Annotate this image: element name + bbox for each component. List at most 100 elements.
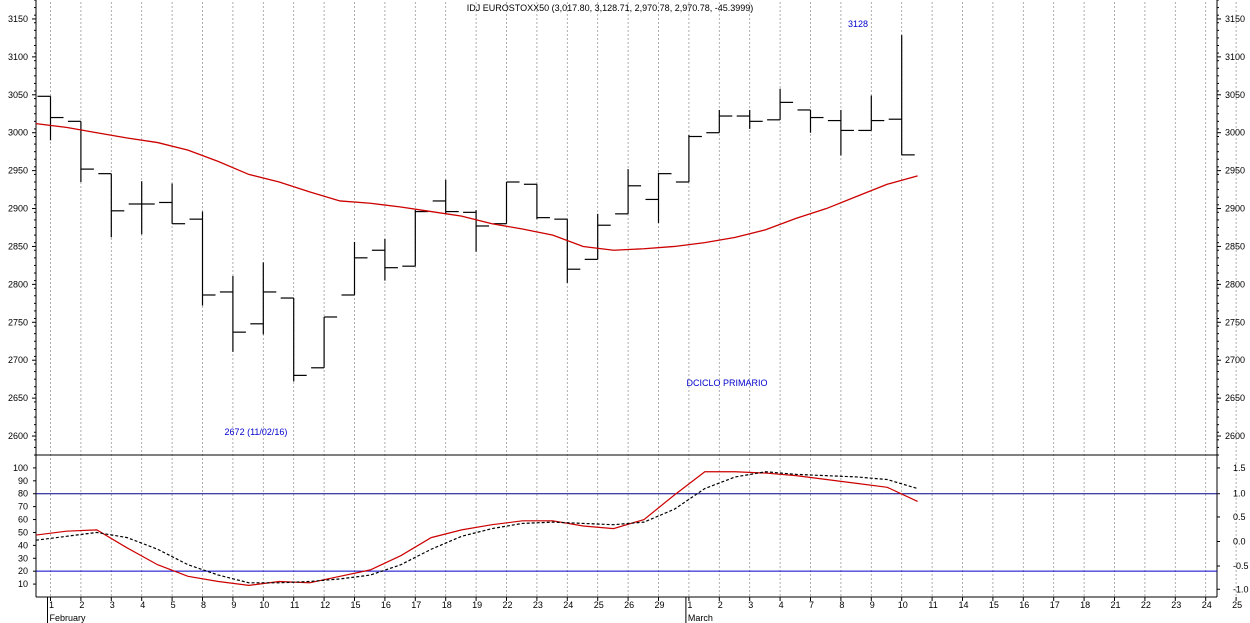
- price-bars: [37, 35, 915, 382]
- y-tick-label: 2950: [1225, 166, 1245, 176]
- x-tick-label: 5: [171, 600, 176, 610]
- x-tick-label: 19: [472, 600, 482, 610]
- y-tick-label: 30: [18, 553, 28, 563]
- annotation-high: 3128: [848, 19, 868, 29]
- x-tick-label: 29: [654, 600, 664, 610]
- x-tick-label: 8: [201, 600, 206, 610]
- x-tick-label: 3: [748, 600, 753, 610]
- x-tick-label: 2: [718, 600, 723, 610]
- oscillator-y-axis-left: 10 20 30 40 50 60 70 80 90 100: [13, 463, 36, 589]
- x-tick-label: 12: [320, 600, 330, 610]
- y-tick-label: -1.0: [1233, 584, 1249, 594]
- x-tick-label: 24: [563, 600, 573, 610]
- annotation-low: 2672 (11/02/16): [225, 427, 288, 437]
- y-tick-label: 3000: [1225, 128, 1245, 138]
- y-tick-label: 2900: [1225, 204, 1245, 214]
- ohlc-bar: [98, 173, 125, 238]
- ohlc-bar: [888, 35, 915, 156]
- annotation-cycle: DCICLO PRIMARIO: [686, 378, 767, 388]
- x-tick-label: 18: [1080, 600, 1090, 610]
- y-tick-label: 2700: [1225, 355, 1245, 365]
- oscillator-main-line: [35, 471, 918, 586]
- ohlc-bar: [584, 213, 611, 260]
- y-tick-label: 100: [13, 463, 28, 473]
- x-tick-label: 16: [381, 600, 391, 610]
- ohlc-bar: [219, 276, 246, 352]
- y-tick-label: 2800: [8, 279, 28, 289]
- x-tick-label: 22: [1141, 600, 1151, 610]
- y-tick-label: 2750: [1225, 317, 1245, 327]
- ohlc-bar: [645, 172, 672, 223]
- y-tick-label: 2900: [8, 204, 28, 214]
- x-tick-label: 23: [1171, 600, 1181, 610]
- x-tick-label: 25: [1232, 600, 1242, 610]
- x-tick-label: 2: [79, 600, 84, 610]
- y-tick-label: 0.5: [1233, 512, 1246, 522]
- y-tick-label: 80: [18, 489, 28, 499]
- ohlc-bar: [554, 218, 581, 283]
- y-tick-label: 2700: [8, 355, 28, 365]
- x-tick-label: 26: [624, 600, 634, 610]
- x-tick-label: 18: [442, 600, 452, 610]
- ohlc-bar: [615, 169, 642, 215]
- y-tick-label: 3050: [8, 90, 28, 100]
- moving-average-line: [35, 122, 918, 251]
- x-tick-label: 21: [1110, 600, 1120, 610]
- ohlc-bar: [128, 181, 155, 235]
- chart-title: IDJ EUROSTOXX50 (3,017.80, 3,128.71, 2,9…: [467, 3, 754, 13]
- y-tick-label: 2850: [1225, 241, 1245, 251]
- y-tick-label: 1.5: [1233, 463, 1246, 473]
- x-tick-label: 15: [989, 600, 999, 610]
- ohlc-bar: [827, 109, 854, 156]
- x-tick-label: 7: [809, 600, 814, 610]
- oscillator-y-axis-right: 1.5 1.0 0.5 0.0 -0.5 -1.0: [1217, 463, 1249, 594]
- price-y-axis-left: 2600 2650 2700 2750 2800 2850 2900 2950 3000 3050…: [8, 0, 36, 456]
- y-tick-label: 3100: [8, 52, 28, 62]
- ohlc-bar: [675, 134, 702, 183]
- ohlc-bar: [706, 109, 733, 134]
- y-tick-label: 2650: [8, 393, 28, 403]
- ohlc-bar: [67, 120, 94, 182]
- y-tick-label: 1.0: [1233, 489, 1246, 499]
- x-tick-label: 10: [898, 600, 908, 610]
- y-tick-label: 50: [18, 527, 28, 537]
- ohlc-bar: [463, 210, 490, 252]
- x-tick-label: 10: [259, 600, 269, 610]
- price-series: [35, 122, 918, 251]
- x-axis: 1 2 3 4 5 8 9 10 11 12 15 16 17 18 19 22 23 24 25 26 29 1 2 3 4 7…: [47, 597, 1242, 623]
- ohlc-bar: [767, 88, 794, 121]
- ohlc-bar: [858, 95, 885, 132]
- y-tick-label: 60: [18, 515, 28, 525]
- x-tick-label: 15: [350, 600, 360, 610]
- x-tick-label: 22: [502, 600, 512, 610]
- ohlc-bar: [736, 109, 763, 129]
- y-tick-label: 10: [18, 579, 28, 589]
- y-tick-label: 20: [18, 566, 28, 576]
- ohlc-bar: [402, 210, 429, 267]
- y-tick-label: 70: [18, 502, 28, 512]
- y-tick-label: 2800: [1225, 279, 1245, 289]
- x-tick-label: 4: [779, 600, 784, 610]
- y-tick-label: 2600: [1225, 431, 1245, 441]
- x-tick-label: 1: [687, 600, 692, 610]
- x-tick-label: 8: [839, 600, 844, 610]
- x-tick-label: 25: [594, 600, 604, 610]
- x-tick-label: 3: [110, 600, 115, 610]
- y-tick-label: 3000: [8, 128, 28, 138]
- month-label: February: [50, 613, 87, 623]
- x-tick-label: 11: [928, 600, 937, 610]
- x-tick-label: 17: [411, 600, 421, 610]
- ohlc-bar: [280, 297, 307, 382]
- x-tick-label: 14: [958, 600, 968, 610]
- y-tick-label: 2950: [8, 166, 28, 176]
- y-tick-label: 3050: [1225, 90, 1245, 100]
- ohlc-bar: [250, 262, 277, 335]
- ohlc-bar: [159, 183, 186, 225]
- y-tick-label: 90: [18, 476, 28, 486]
- ohlc-bar: [432, 179, 459, 214]
- oscillator-series: [35, 471, 1217, 586]
- x-tick-label: 11: [290, 600, 299, 610]
- x-tick-label: 17: [1050, 600, 1060, 610]
- ohlc-bar: [371, 238, 398, 281]
